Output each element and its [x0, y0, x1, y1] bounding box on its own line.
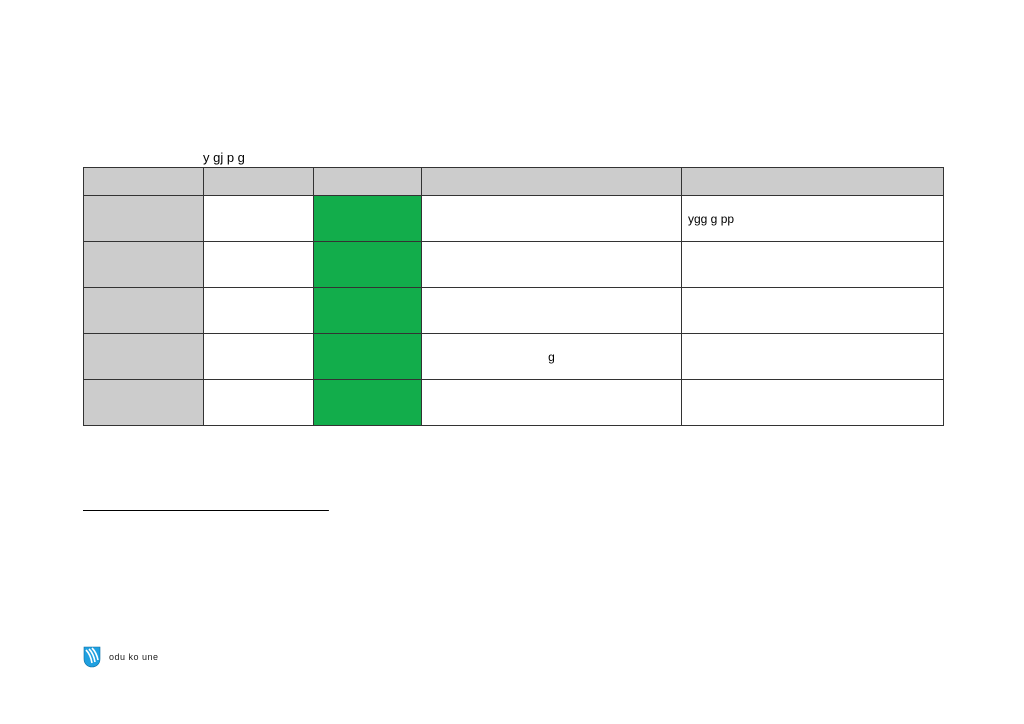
cell: [422, 242, 682, 288]
table-row: ygg g pp: [84, 196, 944, 242]
cell: ygg g pp: [682, 196, 944, 242]
cell: [682, 334, 944, 380]
cell: [422, 196, 682, 242]
cell: [204, 380, 314, 426]
status-cell: [314, 196, 422, 242]
page-content: y gj p g: [83, 0, 943, 515]
footer-label: odu ko une: [109, 652, 159, 662]
table-row: g: [84, 334, 944, 380]
cell: [204, 196, 314, 242]
cell: [204, 288, 314, 334]
cell: [422, 380, 682, 426]
section-heading: [83, 496, 329, 515]
cell: [204, 242, 314, 288]
row-label: [84, 242, 204, 288]
table-row: [84, 380, 944, 426]
table-header: [84, 168, 944, 196]
col-header-e: [682, 168, 944, 196]
status-cell: [314, 380, 422, 426]
row-label: [84, 196, 204, 242]
col-header-a: [84, 168, 204, 196]
row-label: [84, 288, 204, 334]
status-cell: [314, 242, 422, 288]
table-caption: y gj p g: [83, 150, 943, 165]
col-header-b: [204, 168, 314, 196]
cell: [422, 288, 682, 334]
cell: [682, 288, 944, 334]
page-footer: odu ko une: [83, 646, 159, 668]
status-cell: [314, 288, 422, 334]
status-cell: [314, 334, 422, 380]
cell: [204, 334, 314, 380]
status-table: ygg g pp g: [83, 167, 944, 426]
col-header-d: [422, 168, 682, 196]
table-row: [84, 242, 944, 288]
shield-icon: [83, 646, 101, 668]
table-body: ygg g pp g: [84, 196, 944, 426]
col-header-c: [314, 168, 422, 196]
cell: [682, 242, 944, 288]
cell: [682, 380, 944, 426]
cell: g: [422, 334, 682, 380]
row-label: [84, 380, 204, 426]
row-label: [84, 334, 204, 380]
table-row: [84, 288, 944, 334]
